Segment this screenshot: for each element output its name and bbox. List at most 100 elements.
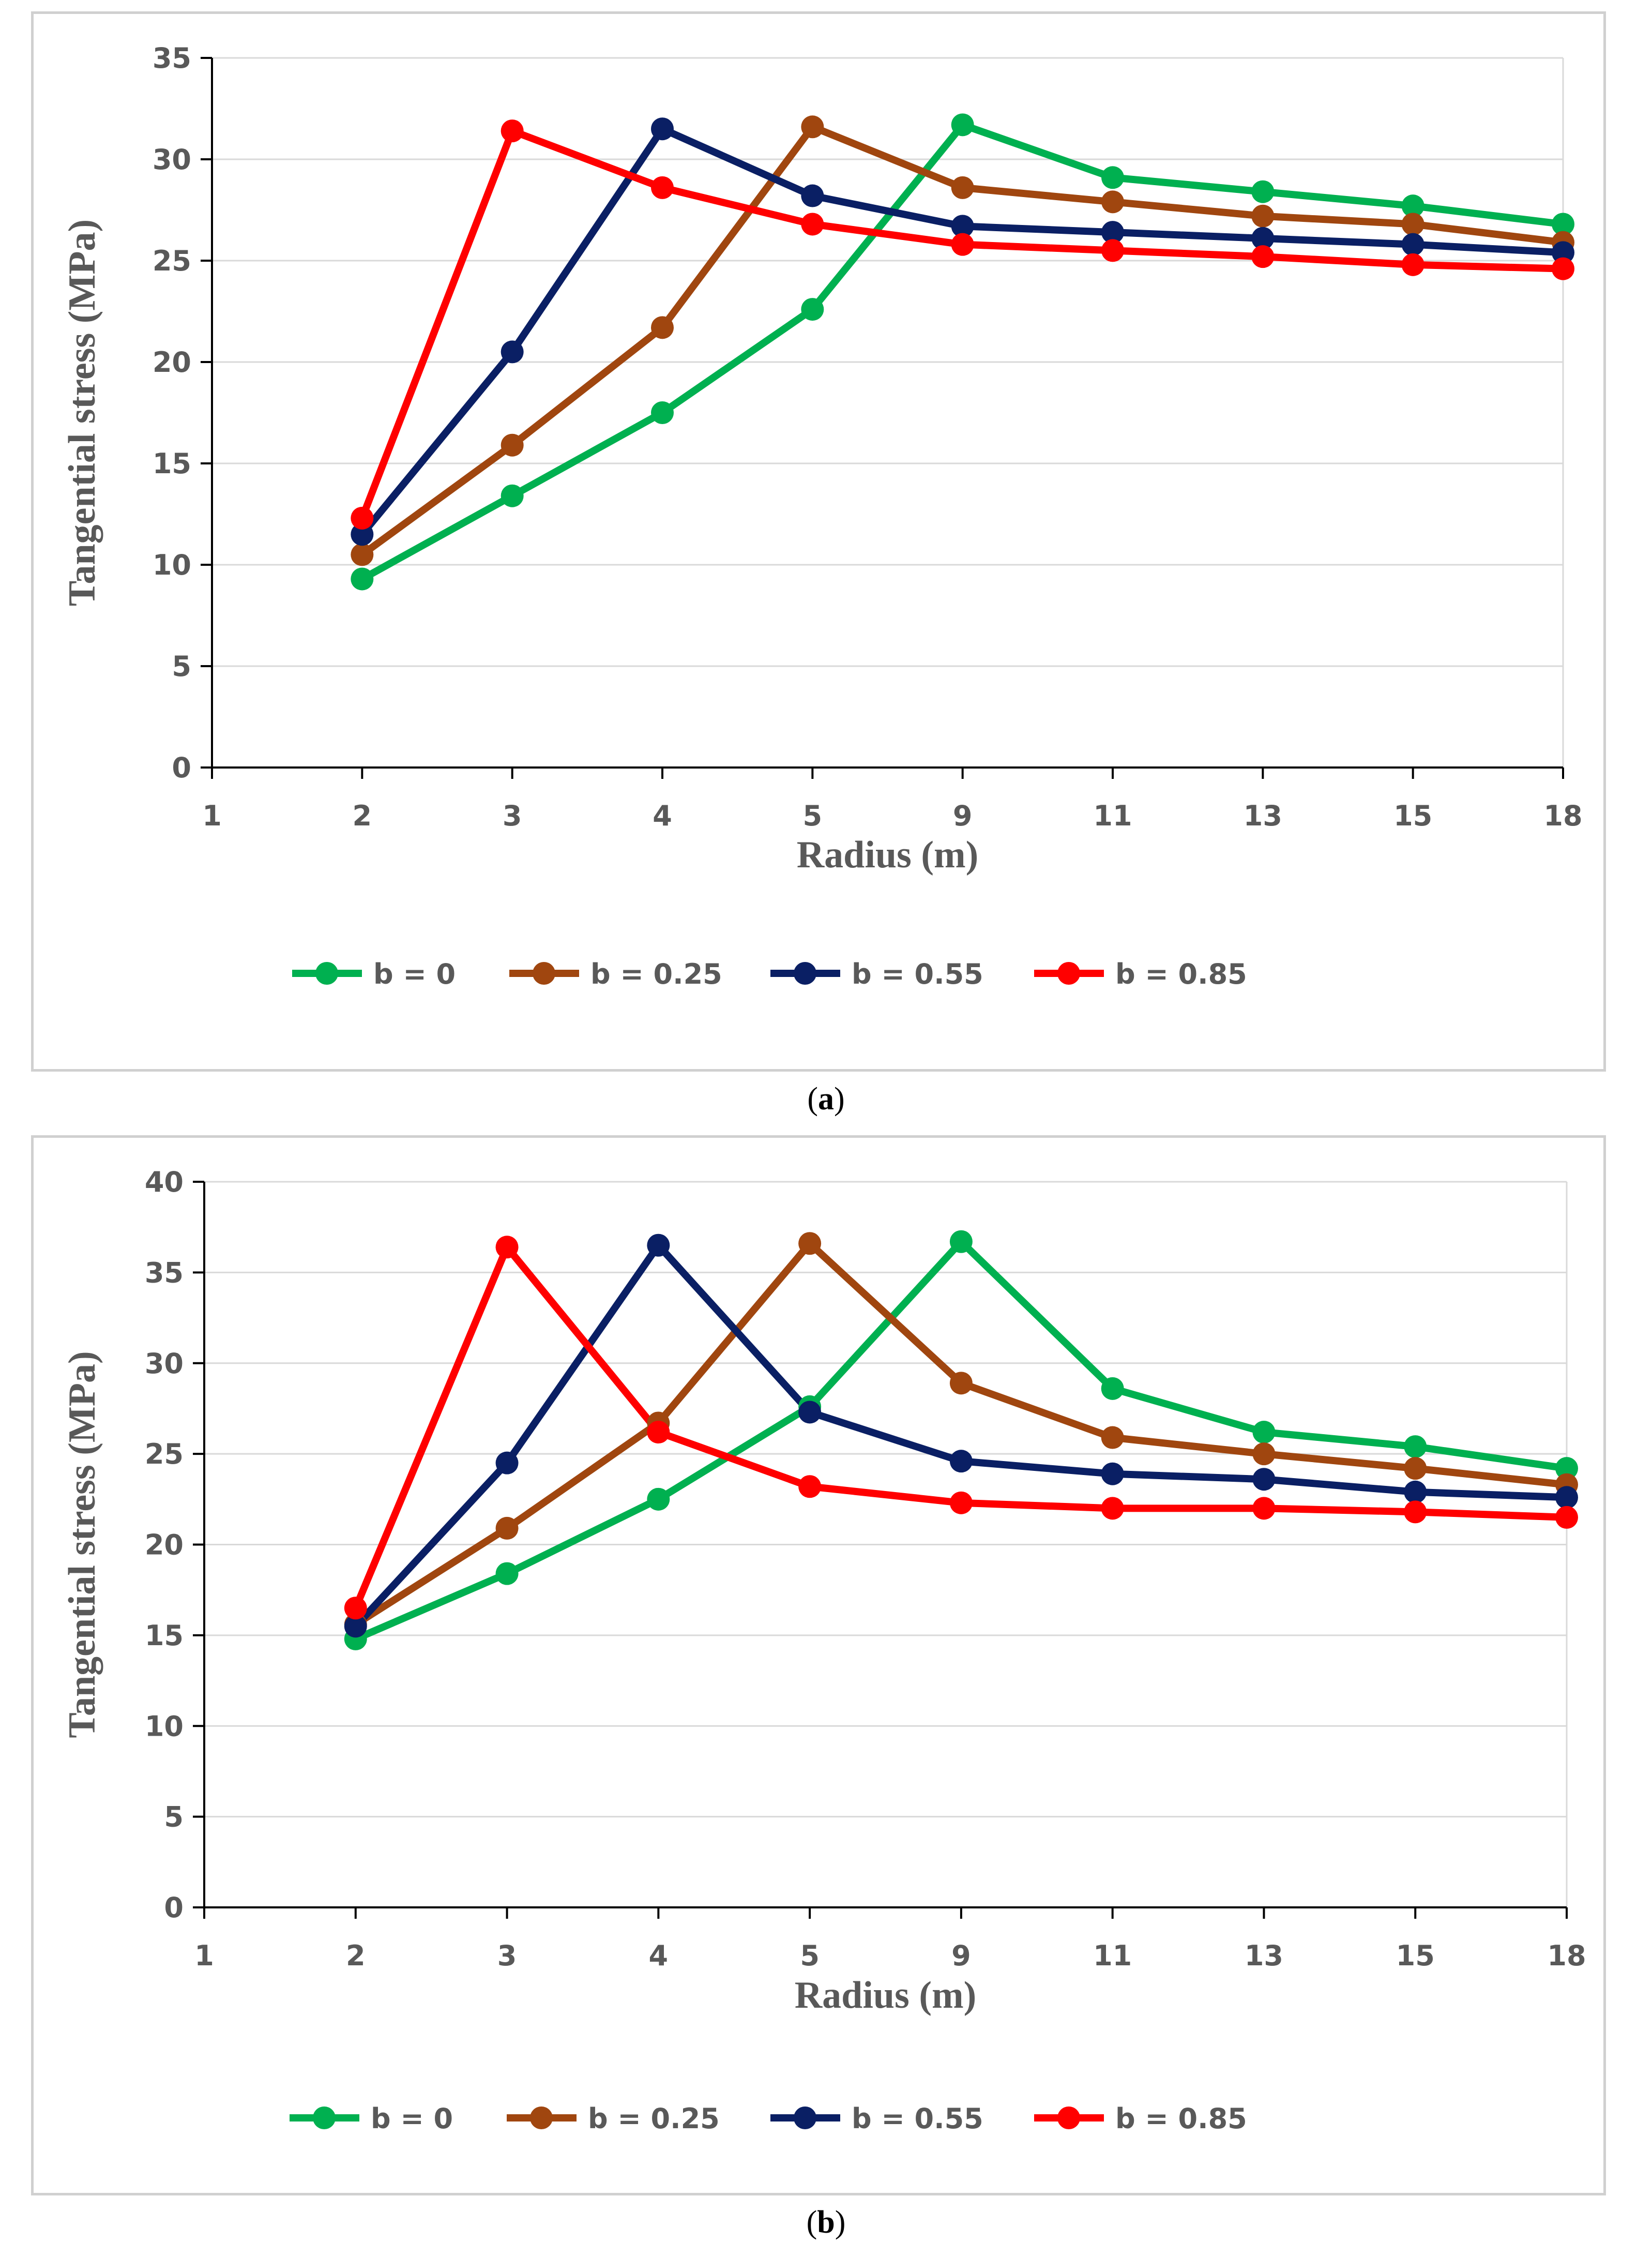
chart-panel-b: 0 5 10 15 20 25 30 35 40 1 2 3 4 5 9 11 13 15 18 Radius (m)…: [31, 1135, 1606, 2195]
x-axis-title-b: Radius (m): [795, 1974, 977, 2017]
data-point-a-0-9: [1552, 213, 1574, 236]
data-point-a-3-7: [1251, 245, 1275, 268]
x-tick-label-a-0: 1: [202, 800, 222, 832]
legend-marker-a-2: [794, 962, 816, 985]
data-point-b-2-1: [344, 1615, 367, 1638]
data-point-a-1-3: [651, 316, 674, 339]
x-tick-label-b-3: 4: [649, 1939, 669, 1972]
x-tick-label-a-6: 11: [1093, 800, 1132, 832]
legend-label-a-2: b = 0.55: [852, 958, 983, 990]
data-point-b-1-8: [1404, 1457, 1427, 1480]
data-point-a-0-6: [1101, 166, 1124, 189]
caption-a-letter: a: [818, 1081, 834, 1117]
data-point-b-3-7: [1252, 1497, 1276, 1520]
legend-label-a-0: b = 0: [373, 958, 456, 990]
data-point-a-0-8: [1401, 194, 1424, 218]
data-point-b-2-4: [798, 1401, 822, 1424]
x-tick-label-b-0: 1: [194, 1939, 214, 1972]
data-point-b-3-6: [1101, 1497, 1124, 1520]
data-point-b-2-2: [495, 1451, 519, 1474]
data-point-b-3-4: [798, 1475, 822, 1498]
data-point-b-2-3: [647, 1233, 670, 1257]
data-point-b-2-5: [949, 1450, 973, 1473]
data-point-a-2-9: [1552, 241, 1574, 264]
y-tick-label-b-0: 0: [164, 1891, 184, 1924]
legend-label-b-2: b = 0.55: [852, 2102, 983, 2135]
y-tick-label-b-1: 5: [164, 1801, 184, 1833]
legend-label-a-1: b = 0.25: [590, 958, 722, 990]
data-point-a-0-2: [501, 484, 524, 507]
data-point-a-1-7: [1251, 204, 1275, 228]
y-tick-label-b-8: 40: [145, 1166, 184, 1198]
data-point-a-2-3: [651, 117, 674, 141]
legend-label-a-3: b = 0.85: [1115, 958, 1247, 990]
data-point-a-3-6: [1101, 239, 1124, 262]
legend-marker-b-1: [530, 2106, 553, 2129]
x-tick-label-a-4: 5: [803, 800, 823, 832]
data-point-b-0-9: [1555, 1457, 1578, 1480]
y-tick-label-b-5: 25: [145, 1438, 184, 1470]
chart-b-svg: 0 5 10 15 20 25 30 35 40 1 2 3 4 5 9 11 13 15 18 Radius (m)…: [61, 1166, 1586, 2135]
y-tick-label-b-3: 15: [145, 1619, 184, 1652]
y-tick-label-b-7: 35: [145, 1256, 184, 1289]
legend-marker-a-0: [315, 962, 338, 985]
x-tick-label-a-3: 4: [653, 800, 672, 832]
caption-b-close: ): [835, 2205, 846, 2240]
caption-b: (b): [0, 2204, 1652, 2241]
data-point-a-1-8: [1401, 213, 1424, 236]
data-point-b-0-3: [647, 1487, 670, 1511]
y-tick-label-a-0: 0: [172, 751, 191, 784]
y-axis-title-a: Tangential stress (MPa): [61, 219, 103, 606]
legend-label-b-1: b = 0.25: [588, 2102, 720, 2135]
data-point-a-2-4: [801, 184, 824, 207]
data-point-a-2-8: [1401, 233, 1424, 256]
data-point-b-0-5: [949, 1230, 973, 1253]
caption-a-close: ): [834, 1081, 845, 1117]
y-axis-title-b: Tangential stress (MPa): [61, 1351, 103, 1738]
y-tick-label-a-4: 20: [153, 346, 191, 379]
data-point-b-1-4: [798, 1232, 822, 1255]
chart-a-svg: 0 5 10 15 20 25 30 35 1 2 3 4 5 9 11 13 15 18 Radius (m) Ta…: [61, 42, 1583, 990]
data-point-a-3-3: [651, 176, 674, 199]
data-point-a-2-1: [351, 523, 374, 546]
x-axis-title-a: Radius (m): [797, 834, 979, 876]
data-point-a-0-5: [951, 113, 974, 137]
y-tick-label-a-6: 30: [153, 143, 191, 176]
x-tick-label-b-1: 2: [346, 1939, 366, 1972]
x-tick-label-b-7: 13: [1245, 1939, 1283, 1972]
x-tick-label-a-5: 9: [953, 800, 973, 832]
y-tick-label-b-6: 30: [145, 1347, 184, 1380]
data-point-a-2-2: [501, 340, 524, 364]
legend-marker-a-1: [533, 962, 555, 985]
caption-a-open: (: [807, 1081, 818, 1117]
data-point-a-1-1: [351, 543, 374, 566]
caption-b-letter: b: [817, 2205, 835, 2240]
data-point-b-2-7: [1252, 1468, 1276, 1491]
series-line-b-3: [352, 1243, 1567, 1609]
x-tick-label-b-4: 5: [800, 1939, 820, 1972]
legend-label-b-0: b = 0: [371, 2102, 453, 2135]
data-point-a-3-2: [501, 119, 524, 143]
x-tick-label-a-8: 15: [1393, 800, 1432, 832]
data-point-b-3-2: [495, 1236, 519, 1259]
data-point-b-0-7: [1252, 1421, 1276, 1444]
data-point-a-3-5: [951, 233, 974, 256]
data-point-a-3-4: [801, 213, 824, 236]
y-tick-label-a-7: 35: [153, 42, 191, 74]
y-tick-label-a-3: 15: [153, 447, 191, 480]
x-tick-label-b-8: 15: [1396, 1939, 1435, 1972]
y-tick-label-b-4: 20: [145, 1529, 184, 1561]
series-line-b-0: [354, 1238, 1567, 1643]
data-point-b-2-6: [1101, 1462, 1124, 1485]
data-point-a-2-7: [1251, 227, 1275, 250]
data-point-a-1-4: [801, 115, 824, 139]
caption-a: (a): [0, 1081, 1652, 1118]
data-point-b-1-6: [1101, 1426, 1124, 1449]
x-tick-label-a-7: 13: [1244, 800, 1282, 832]
data-point-b-3-3: [647, 1421, 670, 1444]
x-tick-label-b-9: 18: [1547, 1939, 1586, 1972]
data-point-a-0-4: [801, 298, 824, 321]
data-point-b-1-7: [1252, 1442, 1276, 1466]
data-point-b-1-5: [949, 1372, 973, 1395]
x-tick-label-a-1: 2: [353, 800, 372, 832]
